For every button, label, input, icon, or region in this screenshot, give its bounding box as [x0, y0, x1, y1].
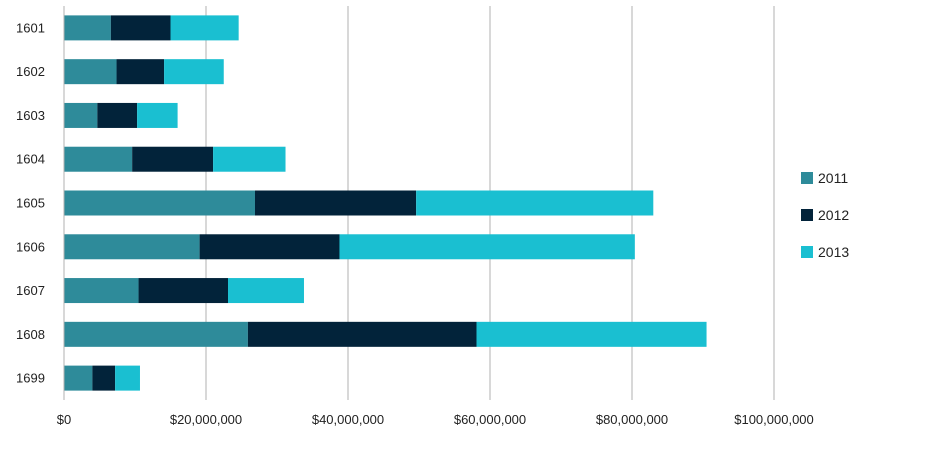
- legend: 2011 2012 2013: [801, 170, 849, 260]
- bar-segment-2011: [64, 365, 93, 391]
- category-label: 1602: [16, 64, 45, 79]
- bar-segment-2011: [64, 59, 117, 85]
- bar-segment-2011: [64, 234, 200, 260]
- legend-swatch: [801, 246, 813, 258]
- bar-segment-2011: [64, 278, 139, 304]
- bar-segment-2011: [64, 15, 111, 41]
- legend-label: 2011: [818, 170, 848, 186]
- bar-segment-2013: [164, 59, 224, 85]
- legend-swatch: [801, 209, 813, 221]
- category-label: 1699: [16, 371, 45, 386]
- bar-segment-2012: [110, 15, 171, 41]
- bar-segment-2013: [137, 102, 178, 128]
- category-label: 1608: [16, 327, 45, 342]
- bar-segment-2013: [115, 365, 140, 391]
- category-label: 1601: [16, 20, 45, 35]
- x-tick-label: $100,000,000: [734, 412, 814, 427]
- category-label: 1606: [16, 239, 45, 254]
- bar-segment-2013: [339, 234, 635, 260]
- x-tick-labels: $0 $20,000,000 $40,000,000 $60,000,000 $80,0…: [57, 412, 814, 427]
- bar-segment-2013: [416, 190, 654, 216]
- bar-segment-2012: [254, 190, 417, 216]
- bar-segment-2013: [170, 15, 239, 41]
- legend-label: 2013: [818, 244, 849, 260]
- category-labels: 1601 1602 1603 1604 1605 1606 1607 1608 1699: [16, 20, 45, 385]
- bar-segment-2012: [116, 59, 165, 85]
- bar-segment-2012: [92, 365, 116, 391]
- bar-segment-2013: [476, 321, 707, 347]
- x-tick-label: $80,000,000: [596, 412, 668, 427]
- x-tick-label: $60,000,000: [454, 412, 526, 427]
- category-label: 1604: [16, 152, 45, 167]
- category-label: 1605: [16, 196, 45, 211]
- x-tick-label: $0: [57, 412, 71, 427]
- bar-segment-2013: [213, 146, 286, 172]
- category-label: 1603: [16, 108, 45, 123]
- bar-segment-2012: [138, 278, 229, 304]
- legend-swatch: [801, 172, 813, 184]
- bar-segment-2013: [228, 278, 304, 304]
- bar-segment-2012: [199, 234, 340, 260]
- legend-label: 2012: [818, 207, 849, 223]
- category-label: 1607: [16, 283, 45, 298]
- bar-series: [64, 15, 707, 391]
- bar-segment-2012: [97, 102, 138, 128]
- bar-segment-2012: [132, 146, 214, 172]
- bar-segment-2011: [64, 146, 133, 172]
- bar-segment-2011: [64, 102, 98, 128]
- bar-segment-2011: [64, 190, 255, 216]
- bar-segment-2012: [247, 321, 477, 347]
- bar-segment-2011: [64, 321, 248, 347]
- x-tick-label: $20,000,000: [170, 412, 242, 427]
- x-tick-label: $40,000,000: [312, 412, 384, 427]
